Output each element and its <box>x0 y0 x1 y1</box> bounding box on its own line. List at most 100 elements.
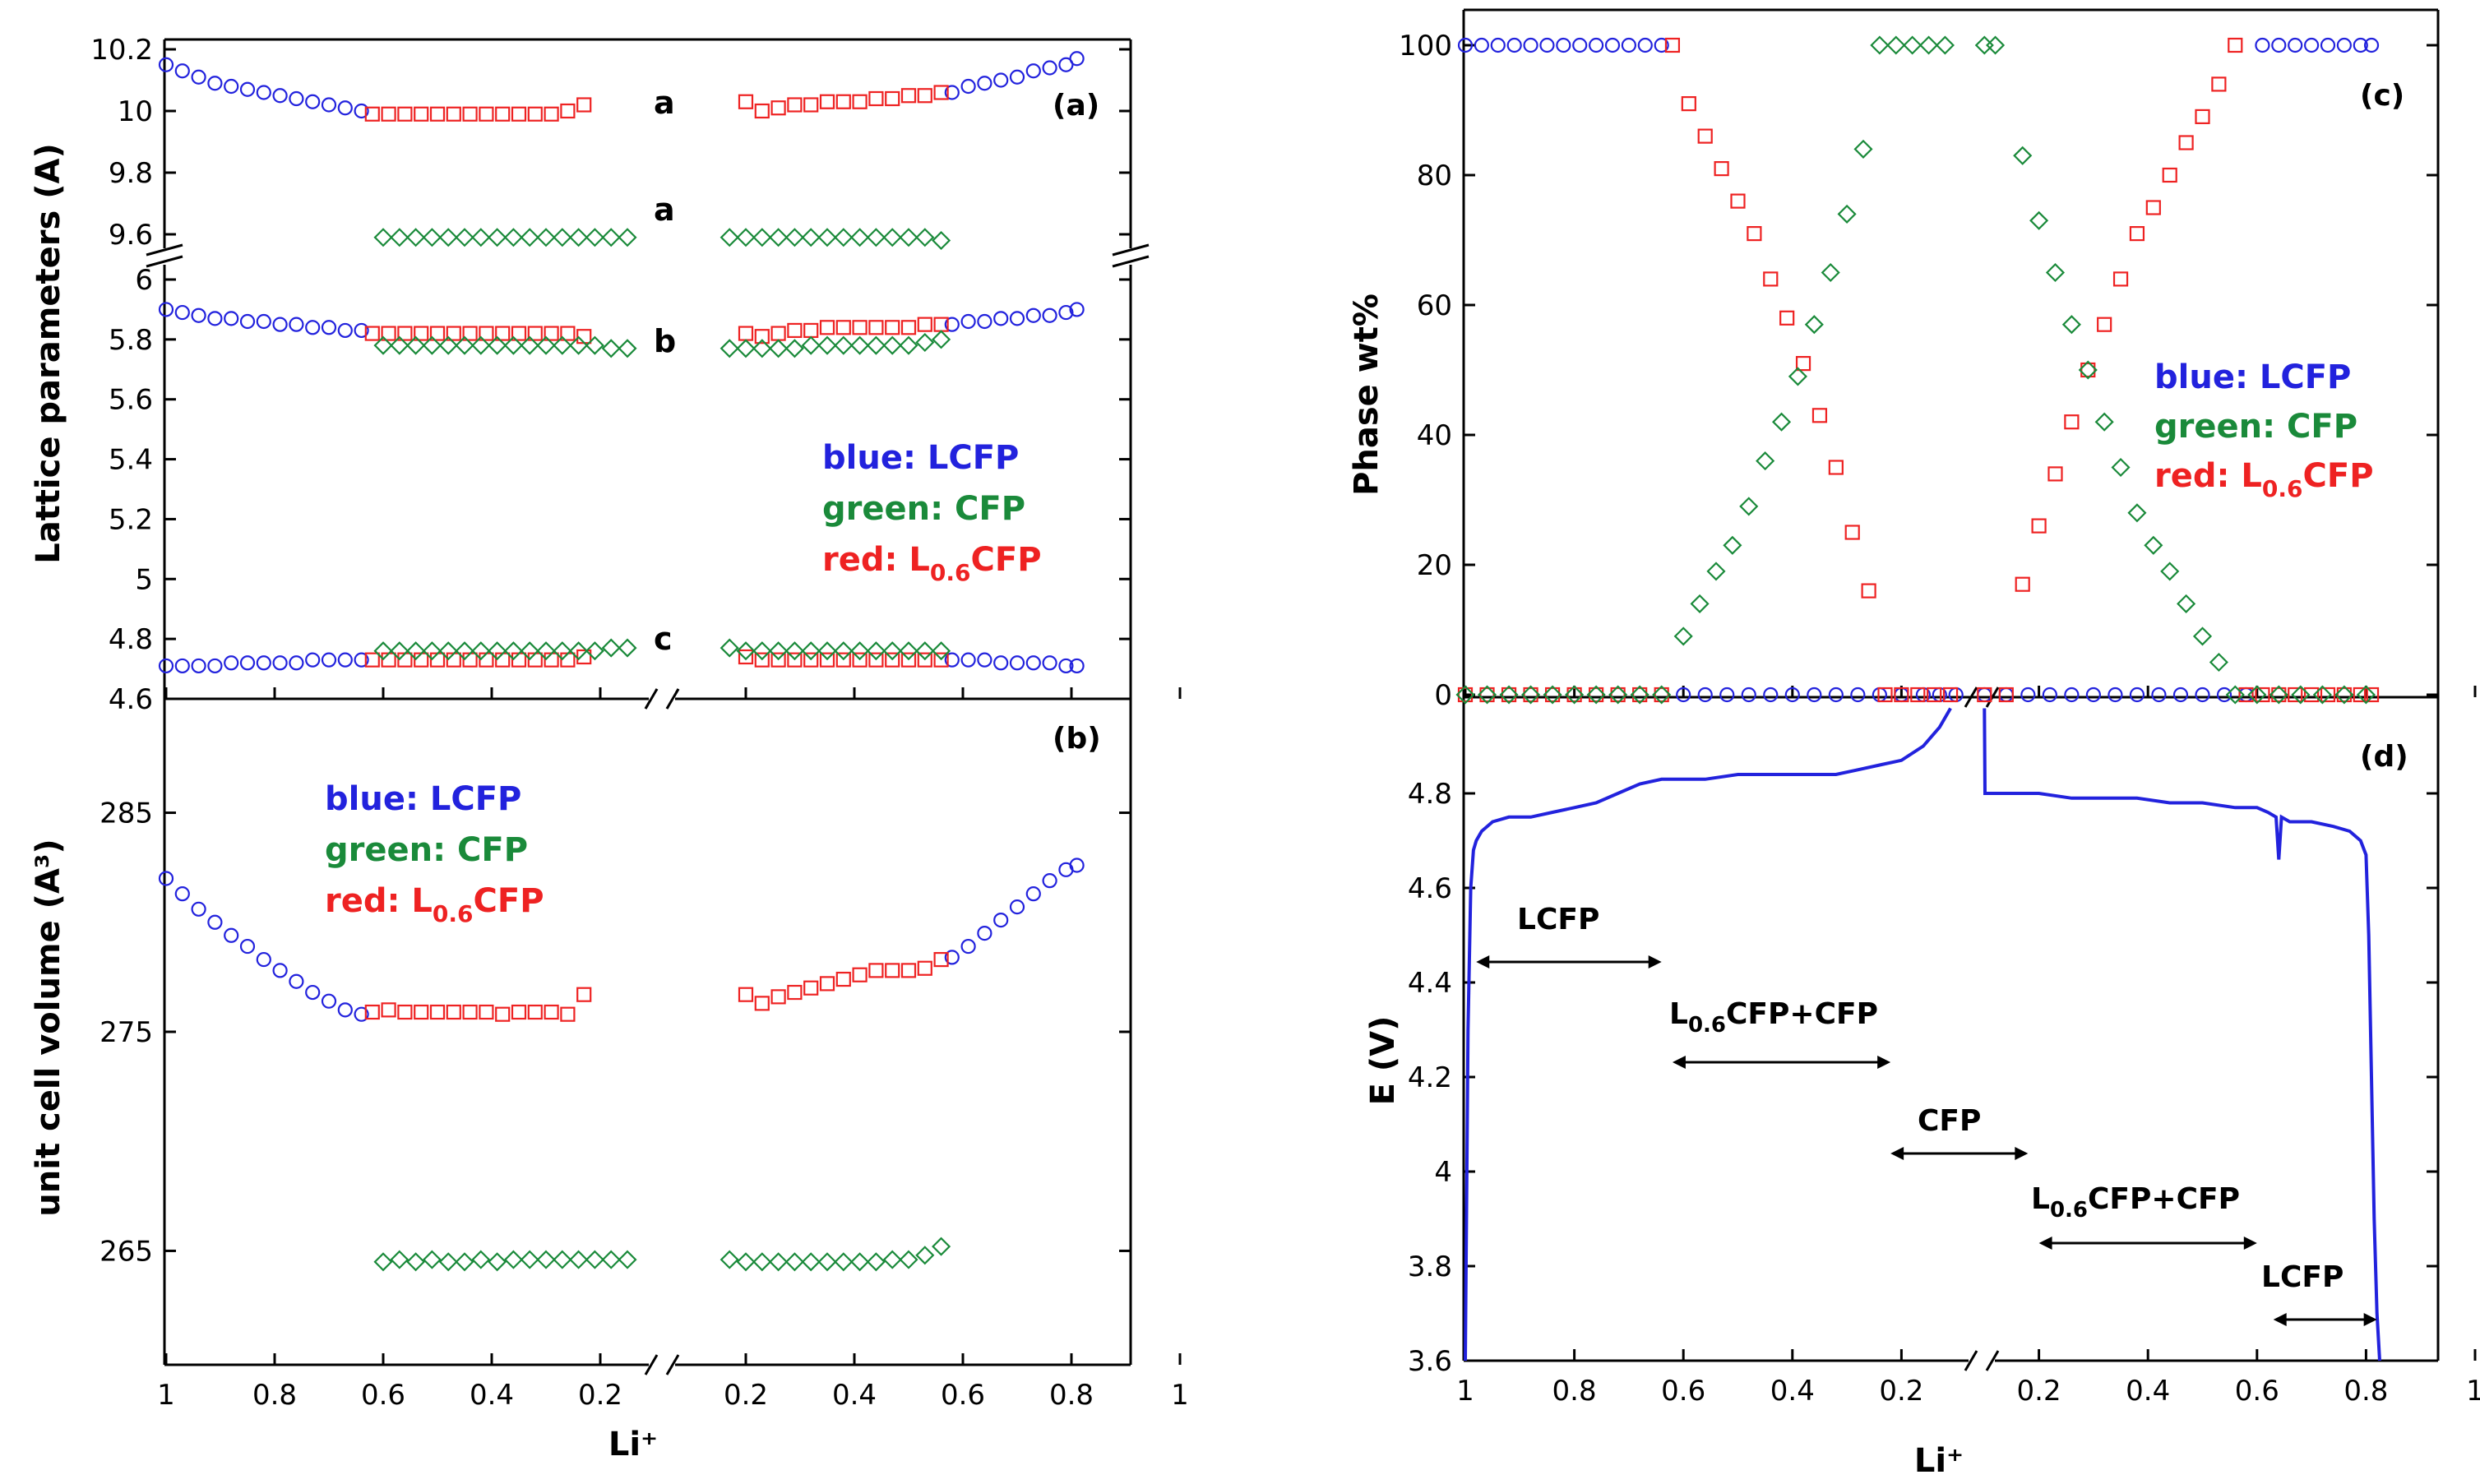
legend-panel-a: blue: LCFP green: CFP red: L0.6CFP <box>822 439 1042 586</box>
panel-c-point <box>2045 262 2066 283</box>
legend-c-blue: blue: LCFP <box>2154 358 2351 396</box>
param-label-a-low: a <box>654 192 675 228</box>
panel-a-point-c <box>819 652 835 668</box>
panel-b-xbreak-top-slash-2 <box>665 688 680 710</box>
panel-c-point <box>2269 685 2288 705</box>
panel-b-point <box>601 1250 621 1269</box>
panel-a-point-a <box>479 106 494 122</box>
panel-a-point-b <box>479 326 494 341</box>
panel-a-point-a <box>438 228 458 247</box>
panel-a-point-c <box>801 641 821 661</box>
panel-b-point <box>576 987 592 1002</box>
panel-c-point <box>1477 685 1497 705</box>
panel-a-point-a <box>933 85 949 100</box>
span-lcfp1-arrow-head-left <box>1476 955 1490 969</box>
panel-c-point <box>1589 37 1604 53</box>
panel-a-point-b <box>305 320 321 335</box>
panel-d-voltage-charge <box>1464 707 1952 1361</box>
panel-b-point <box>406 1252 426 1272</box>
panel-c-point <box>2320 687 2336 703</box>
panel-b-point <box>719 1250 739 1269</box>
panel-a-point-b <box>835 320 851 335</box>
panel-c-point <box>1714 161 1729 177</box>
panel-c-point <box>2172 687 2189 703</box>
panel-b-point <box>817 1252 837 1272</box>
panel-a-point-c <box>488 641 507 661</box>
panel-a-point-a <box>817 228 837 247</box>
panel-c-point <box>1637 37 1653 53</box>
panel-a-point-c <box>429 652 446 668</box>
panel-b-point <box>373 1252 393 1272</box>
panel-d-xtick-label: 0.8 <box>2344 1375 2388 1408</box>
panel-c-point <box>1565 685 1585 705</box>
panel-b-point <box>520 1250 539 1269</box>
panel-a-point-c <box>305 652 321 668</box>
panel-a-point-b <box>272 317 288 332</box>
panel-a-point-a <box>536 228 556 247</box>
panel-b-point <box>736 1252 756 1272</box>
panel-a-point-a <box>917 88 932 104</box>
panel-b-point <box>455 1252 474 1272</box>
panel-c-point <box>2271 37 2287 53</box>
panel-a-ybreak-right-slash-1 <box>1112 243 1150 257</box>
legend-a-green: green: CFP <box>822 490 1025 528</box>
panel-c-point <box>2078 360 2098 380</box>
panel-a-point-b <box>752 339 772 358</box>
panel-a-point-b <box>364 326 380 341</box>
panel-a-point-a <box>738 94 754 109</box>
panel-b-xbreak-bottom-slash-1 <box>644 1354 659 1375</box>
panel-a-point-b <box>770 326 786 341</box>
panel-c-point <box>1673 626 1693 646</box>
panel-a-point-b <box>174 304 190 321</box>
panel-b-point <box>536 1250 556 1269</box>
panel-c-point <box>1763 271 1779 287</box>
panel-a-point-b <box>191 307 206 323</box>
panel-a-upper-ytick-label: 9.8 <box>109 157 153 190</box>
panel-b-point <box>429 1004 446 1020</box>
legend-b-red-pre: red: L <box>325 882 433 920</box>
panel-c-point <box>2363 37 2380 53</box>
panel-b-point <box>754 996 770 1011</box>
legend-c-red-sub: 0.6 <box>2262 475 2303 502</box>
panel-a-ybreak-left-slash-1 <box>146 243 183 257</box>
panel-c-point <box>1506 37 1522 53</box>
panel-a-point-b <box>787 322 803 339</box>
panel-a-point-b <box>900 320 917 335</box>
panel-b-point <box>471 1250 491 1269</box>
panel-a-point-c <box>520 641 539 661</box>
panel-a-label: (a) <box>1053 89 1099 123</box>
panel-a-point-a <box>754 103 770 119</box>
panel-c-point <box>2112 271 2129 287</box>
panel-c-point <box>1654 37 1669 53</box>
panel-c-point <box>2334 685 2354 705</box>
panel-a-point-b <box>569 335 589 355</box>
panel-c-point <box>1652 685 1672 705</box>
panel-a-point-a <box>784 228 804 247</box>
panel-c-point <box>1795 356 1811 372</box>
panel-a-point-a <box>576 97 592 113</box>
panel-c-point <box>1586 685 1606 705</box>
panel-a-point-a <box>158 57 174 72</box>
param-label-b: b <box>654 323 676 359</box>
panel-a-point-b <box>803 322 819 339</box>
panel-b-point <box>835 971 851 987</box>
panel-c-point <box>1543 685 1562 705</box>
panel-c-point <box>1948 687 1964 703</box>
panel-b-point <box>917 960 932 976</box>
panel-c-point <box>1763 687 1779 703</box>
panel-d-xtick-label: 1 <box>1456 1375 1474 1408</box>
panel-c-point <box>1490 37 1506 53</box>
panel-a-point-b <box>256 313 271 330</box>
panel-c-point <box>1474 37 1489 53</box>
panel-d-voltage-discharge <box>1983 708 2381 1361</box>
panel-b-point <box>944 950 960 965</box>
panel-a-point-b <box>850 335 870 355</box>
panel-b-point <box>803 980 819 996</box>
panel-c-point <box>1544 687 1561 703</box>
panel-a-point-b <box>882 335 902 355</box>
panel-a-point-c <box>455 641 474 661</box>
panel-c-point <box>2064 687 2080 703</box>
ylabel-b: unit cell volume (A³) <box>30 839 67 1216</box>
panel-c-point <box>2129 687 2145 703</box>
panel-a-point-c <box>784 641 804 661</box>
